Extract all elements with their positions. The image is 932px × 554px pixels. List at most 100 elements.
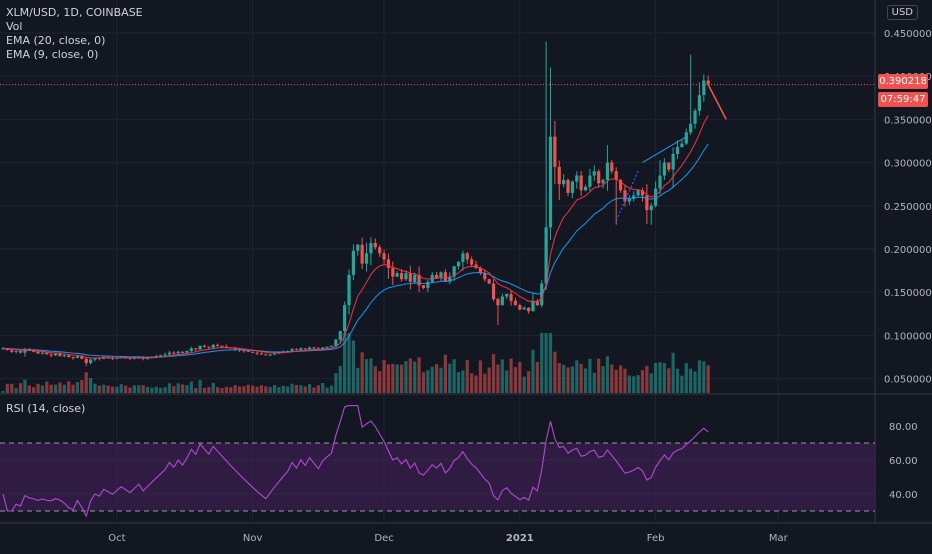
candle-body <box>483 273 487 280</box>
candle-body <box>53 353 58 356</box>
volume-bar <box>299 385 303 393</box>
volume-bar <box>93 383 97 393</box>
volume-bar <box>693 371 697 393</box>
candle-body <box>627 198 631 202</box>
ema-lines <box>2 115 709 359</box>
candle-body <box>601 179 605 184</box>
price-tick-label: 0.250000 <box>884 202 932 213</box>
candle-body <box>386 259 391 269</box>
volume-bar <box>115 386 119 393</box>
countdown: 07:59:47 <box>880 94 926 105</box>
volume-bar <box>67 381 71 393</box>
volume-bar <box>194 388 198 393</box>
volume-bar <box>264 386 268 393</box>
candle-body <box>299 348 303 351</box>
volume-bar <box>132 385 136 393</box>
symbol-title[interactable]: XLM/USD, 1D, COINBASE <box>6 6 143 19</box>
candle-body <box>172 352 176 354</box>
price-tick-label: 0.050000 <box>884 375 932 386</box>
currency-button[interactable]: USD <box>886 5 918 20</box>
candle-body <box>417 274 421 286</box>
volume-bar <box>478 360 483 393</box>
candle-body <box>364 253 369 264</box>
rsi-pane <box>0 405 875 518</box>
volume-bar <box>640 370 645 393</box>
candle-body <box>45 352 49 355</box>
volume-bar <box>632 376 636 393</box>
candle-body <box>58 353 62 357</box>
candle-body <box>321 347 325 350</box>
candle-body <box>435 274 439 279</box>
rsi-label[interactable]: RSI (14, close) <box>6 402 86 415</box>
candle-body <box>605 162 610 180</box>
volume-bar <box>49 384 53 393</box>
candle-body <box>220 345 224 347</box>
volume-bar <box>329 385 334 393</box>
volume-bar <box>27 385 31 393</box>
volume-bar <box>58 382 62 393</box>
candle-body <box>382 253 386 260</box>
volume-bar <box>172 386 176 393</box>
candle-body <box>465 253 469 260</box>
volume-bar <box>272 385 277 393</box>
time-tick-label: Oct <box>108 533 125 544</box>
volume-bar <box>364 359 369 393</box>
volume-bar <box>312 387 316 393</box>
candle-body <box>579 175 583 191</box>
candle-body <box>18 350 23 353</box>
volume-bar <box>702 361 706 393</box>
candle-body <box>413 274 417 282</box>
candle-body <box>391 268 395 277</box>
candle-body <box>180 351 185 353</box>
volume-bar <box>360 352 364 393</box>
candle-body <box>211 344 215 348</box>
candle-body <box>500 296 504 306</box>
volume-bar <box>23 379 27 393</box>
candle-body <box>540 283 544 306</box>
time-axis[interactable]: Oct Nov Dec 2021 Feb Mar <box>108 533 788 544</box>
volume-bar <box>671 352 675 393</box>
volume-bar <box>268 387 272 393</box>
rsi-tick-label: 80.00 <box>889 422 918 433</box>
candle-body <box>654 188 658 206</box>
volume-bar <box>211 382 215 393</box>
volume-bar <box>605 356 610 393</box>
candle-body <box>693 110 697 124</box>
volume-bar <box>518 361 522 393</box>
volume-bar <box>119 384 123 393</box>
volume-bar <box>430 366 434 393</box>
volume-bar <box>610 364 614 393</box>
volume-bar <box>417 357 421 393</box>
vol-label[interactable]: Vol <box>6 20 23 33</box>
candle-body <box>553 136 557 167</box>
candle-body <box>439 272 443 279</box>
candle-body <box>62 355 66 357</box>
ema20-label[interactable]: EMA (20, close, 0) <box>6 34 106 47</box>
volume-bar <box>487 367 491 393</box>
volume-bar <box>277 387 281 393</box>
candle-body <box>32 350 36 352</box>
volume-bar <box>163 387 167 393</box>
candle-body <box>588 175 592 187</box>
price-axis[interactable]: 0.050000 0.100000 0.150000 0.200000 0.250000… <box>884 29 932 501</box>
projection-arrow <box>707 84 727 120</box>
candle-body <box>216 344 220 346</box>
volume-bar <box>1 390 5 393</box>
candle-body <box>470 259 474 265</box>
volume-bar <box>229 387 233 393</box>
volume-bar <box>62 384 66 393</box>
candle-body <box>71 357 75 358</box>
ema20-line <box>2 143 709 358</box>
candle-body <box>636 190 640 196</box>
ema9-label[interactable]: EMA (9, close, 0) <box>6 48 99 61</box>
candle-body <box>264 354 268 356</box>
candle-body <box>426 281 430 288</box>
candle-body <box>80 356 84 359</box>
candle-body <box>347 274 351 306</box>
candle-body <box>242 350 246 352</box>
volume-bar <box>84 372 88 393</box>
volume-bar <box>294 384 299 393</box>
volume-bar <box>202 387 207 393</box>
candle-body <box>452 266 456 277</box>
